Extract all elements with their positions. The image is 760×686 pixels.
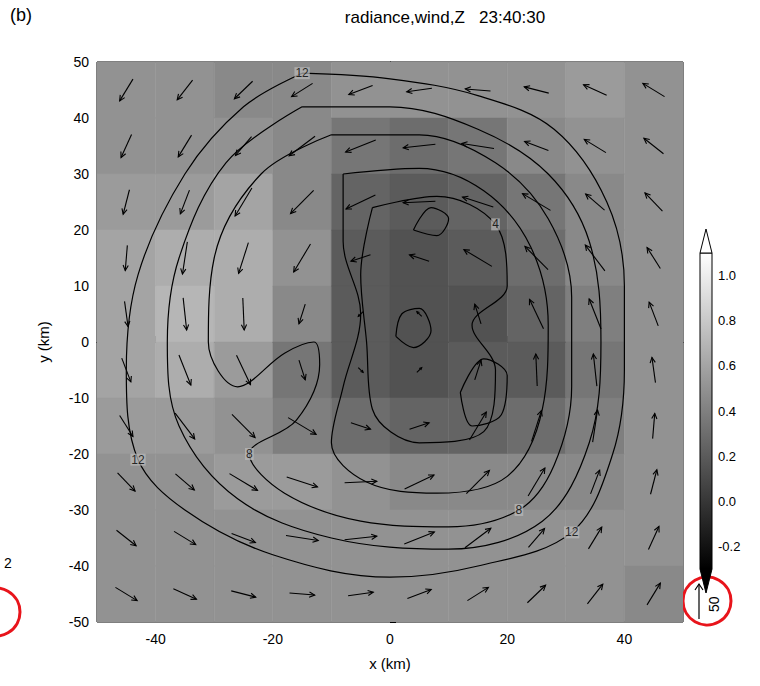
svg-text:x (km): x (km) — [369, 655, 411, 672]
svg-text:y (km): y (km) — [35, 321, 52, 363]
svg-text:40: 40 — [73, 110, 89, 126]
svg-text:8: 8 — [246, 447, 253, 461]
svg-text:12: 12 — [565, 525, 579, 539]
svg-text:50: 50 — [73, 54, 89, 70]
svg-text:10: 10 — [73, 278, 89, 294]
svg-text:8: 8 — [516, 503, 523, 517]
svg-text:1.0: 1.0 — [718, 268, 736, 283]
svg-text:-50: -50 — [69, 614, 89, 630]
svg-text:0.8: 0.8 — [718, 313, 736, 328]
svg-text:40: 40 — [617, 631, 633, 647]
svg-text:0.6: 0.6 — [718, 358, 736, 373]
svg-text:0: 0 — [81, 334, 89, 350]
svg-text:(b): (b) — [10, 5, 32, 25]
svg-text:4: 4 — [492, 217, 499, 231]
svg-text:12: 12 — [131, 453, 145, 467]
svg-text:-40: -40 — [69, 558, 89, 574]
svg-text:0.0: 0.0 — [718, 494, 736, 509]
svg-text:20: 20 — [499, 631, 515, 647]
svg-text:-20: -20 — [69, 446, 89, 462]
svg-text:-0.2: -0.2 — [718, 539, 740, 554]
svg-text:30: 30 — [73, 166, 89, 182]
svg-text:0: 0 — [386, 631, 394, 647]
svg-text:-10: -10 — [69, 390, 89, 406]
svg-text:0.2: 0.2 — [718, 449, 736, 464]
svg-text:50: 50 — [706, 596, 722, 612]
svg-text:radiance,wind,Z 23:40:30: radiance,wind,Z 23:40:30 — [345, 8, 545, 27]
svg-text:-20: -20 — [263, 631, 283, 647]
svg-text:-40: -40 — [145, 631, 165, 647]
svg-text:-30: -30 — [69, 502, 89, 518]
svg-text:0.4: 0.4 — [718, 404, 736, 419]
svg-text:20: 20 — [73, 222, 89, 238]
svg-text:12: 12 — [295, 66, 309, 80]
svg-text:2: 2 — [4, 555, 12, 571]
